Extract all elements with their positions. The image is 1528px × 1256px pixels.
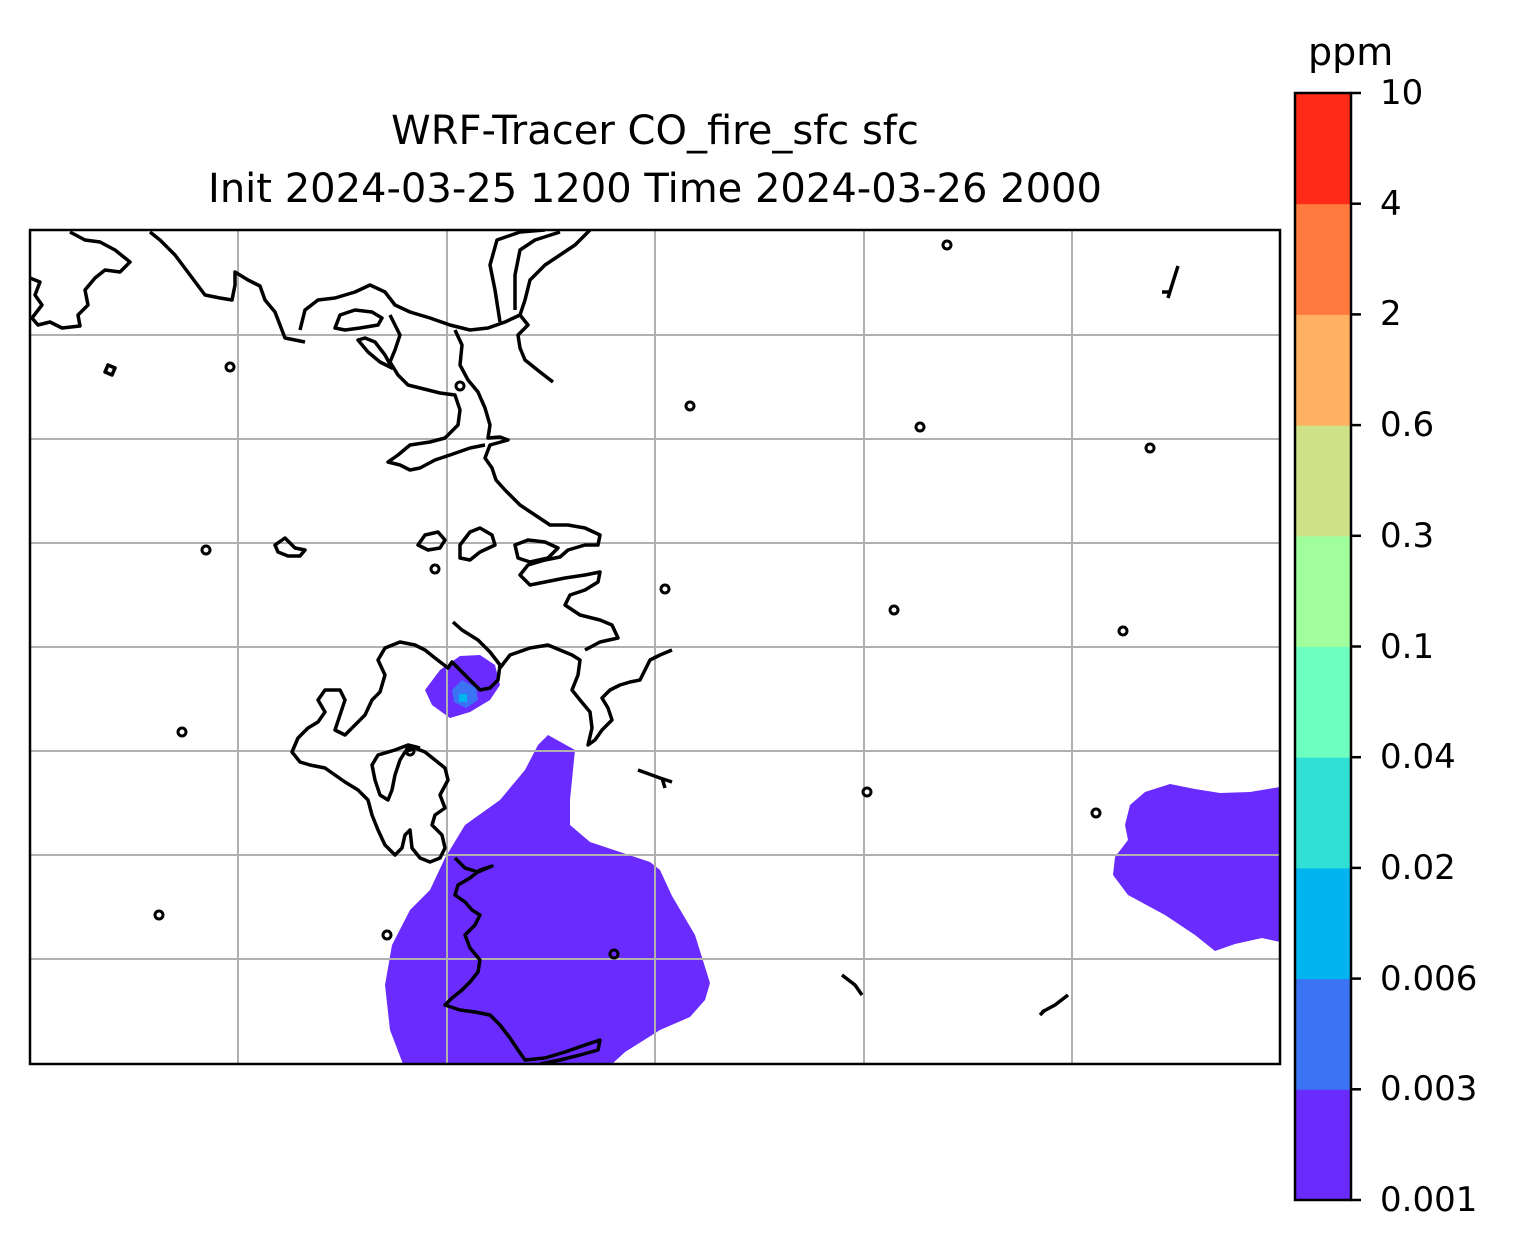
grid-lines [30,230,1280,1064]
colorbar-band [1295,535,1351,647]
colorbar-tick-label: 0.04 [1380,737,1456,778]
colorbar-ticks [1351,91,1361,1202]
colorbar-tick-label: 0.6 [1380,405,1435,446]
colorbar-band [1295,867,1351,980]
colorbar-tick-label: 0.006 [1380,958,1478,999]
map-frame [28,228,1282,1066]
colorbar-unit-label: ppm [1308,30,1394,74]
colorbar-band [1295,646,1351,758]
colorbar-band [1295,203,1351,315]
colorbar-tick-label: 2 [1380,294,1402,335]
colorbar-band [1295,1089,1351,1201]
colorbar-band [1295,425,1351,537]
islands [153,239,1156,960]
plume-fire-peak [459,694,467,702]
plume-central-south [385,735,710,1064]
plume-east [1113,784,1280,951]
colorbar-tick-label: 0.003 [1380,1069,1478,1110]
colorbar-tick-label: 0.02 [1380,847,1456,888]
chart-subtitle: Init 2024-03-25 1200 Time 2024-03-26 200… [208,166,1102,212]
colorbar-band [1295,978,1351,1090]
colorbar-tick-label: 4 [1380,183,1402,224]
colorbar-band [1295,757,1351,869]
colorbar-band [1295,314,1351,426]
chart-title: WRF-Tracer CO_fire_sfc sfc [391,108,919,154]
coastlines [30,230,1180,1064]
colorbar [1295,93,1351,1201]
colorbar-tick-label: 10 [1380,73,1424,113]
colorbar-tick-label: 0.001 [1380,1180,1478,1220]
colorbar-tick-label: 0.3 [1380,515,1435,556]
colorbar-band [1295,93,1351,205]
colorbar-tick-label: 0.1 [1380,626,1435,667]
